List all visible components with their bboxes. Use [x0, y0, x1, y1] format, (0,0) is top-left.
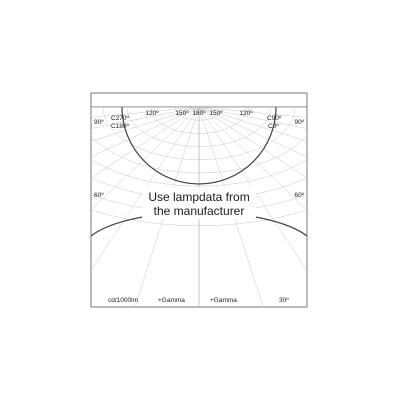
message-line-1: Use lampdata from	[148, 190, 249, 204]
label-top-120-right: 120º	[239, 110, 253, 117]
grid-radial-line	[91, 107, 200, 211]
label-top-180: 180º	[192, 110, 206, 117]
label-c0: C0º	[268, 123, 279, 130]
grid-radial-line	[198, 107, 307, 158]
grid-radial-line	[91, 107, 200, 129]
grid-radial-line	[91, 107, 200, 158]
message-backdrop	[142, 187, 256, 219]
label-top-120-left: 120º	[145, 110, 159, 117]
label-left-60: 60º	[94, 192, 104, 199]
grid-radial-line	[91, 107, 200, 142]
label-right-60: 60º	[294, 192, 304, 199]
grid-radial-line	[198, 107, 307, 271]
grid-radial-line	[198, 107, 307, 129]
grid-radial-line	[198, 107, 307, 179]
grid-radial-line	[91, 107, 200, 179]
message-line-2: the manufacturer	[154, 204, 245, 218]
label-left-90: 90º	[94, 119, 104, 126]
grid-radial-line	[198, 107, 264, 307]
label-top-150-right: 150º	[209, 110, 223, 117]
label-gamma-left: +Gamma	[158, 297, 185, 304]
label-30: 30º	[279, 297, 289, 304]
grid-radial-line	[134, 107, 200, 307]
label-c90: C90º	[267, 115, 282, 122]
label-unit: cd/1000lm	[108, 297, 138, 304]
grid-radial-line	[198, 107, 307, 142]
grid-radial-line	[198, 107, 307, 211]
grid-radial-line	[198, 107, 307, 118]
inner-accent-arc	[121, 106, 277, 185]
grid-radial-line	[91, 107, 200, 118]
label-top-150-left: 150º	[175, 110, 189, 117]
label-c180: C180º	[111, 123, 130, 130]
label-gamma-right: +Gamma	[210, 297, 237, 304]
label-right-90: 90º	[294, 119, 304, 126]
label-c270: C270º	[111, 115, 130, 122]
grid-radial-line	[91, 107, 200, 271]
